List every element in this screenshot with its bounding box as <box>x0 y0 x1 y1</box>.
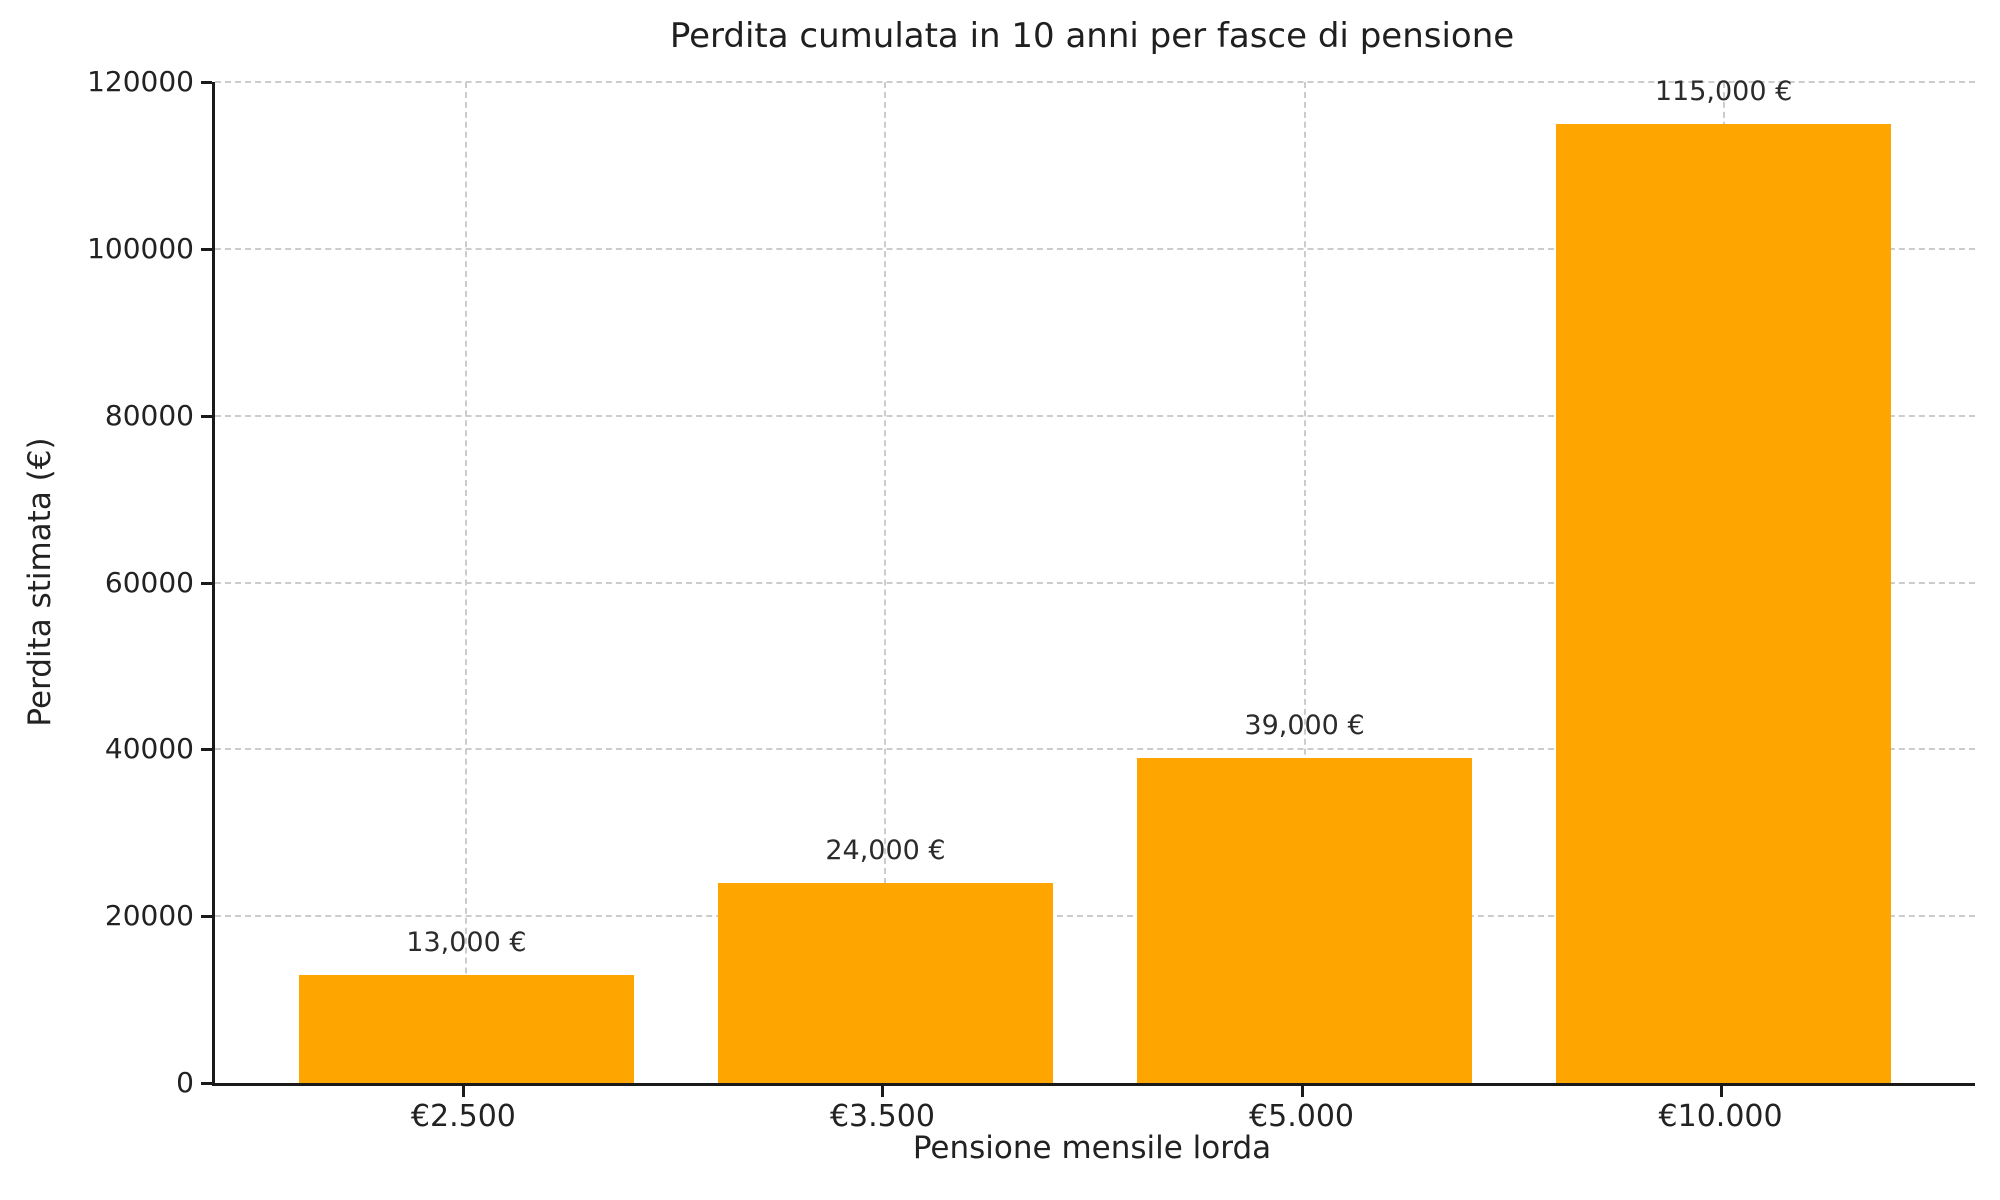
x-axis-label: Pensione mensile lorda <box>912 1130 1272 1166</box>
y-tick-mark <box>201 247 212 251</box>
y-tick-label: 60000 <box>104 565 194 599</box>
x-tick-label: €10.000 <box>1658 1099 1783 1134</box>
x-tick-mark <box>881 1086 885 1097</box>
x-tick-label: €3.500 <box>829 1099 935 1134</box>
bar-value-label: 115,000 € <box>1654 75 1793 107</box>
x-tick-label: €5.000 <box>1249 1099 1354 1134</box>
x-tick-mark <box>462 1086 466 1097</box>
y-tick-mark <box>201 748 212 752</box>
y-tick-label: 80000 <box>104 398 194 432</box>
x-tick-mark <box>1719 1086 1723 1097</box>
bar <box>717 882 1054 1083</box>
h-gridline <box>215 414 1975 417</box>
h-gridline <box>215 81 1975 83</box>
bar <box>1555 123 1892 1083</box>
y-tick-label: 20000 <box>104 899 194 933</box>
y-tick-mark <box>201 81 212 84</box>
h-gridline <box>215 915 1975 918</box>
h-gridline <box>215 581 1975 584</box>
y-tick-label: 40000 <box>104 732 194 766</box>
chart-title: Perdita cumulata in 10 anni per fasce di… <box>669 16 1515 56</box>
bar-value-label: 24,000 € <box>825 834 946 866</box>
bar-value-label: 13,000 € <box>406 926 527 958</box>
y-tick-mark <box>201 414 212 418</box>
x-tick-mark <box>1300 1086 1304 1097</box>
v-gridline <box>465 82 468 1083</box>
h-gridline <box>215 748 1975 751</box>
bar <box>1136 757 1473 1083</box>
y-tick-mark <box>201 1082 212 1085</box>
v-gridline <box>884 82 887 1083</box>
y-tick-mark <box>201 915 212 919</box>
bar <box>298 974 635 1083</box>
v-gridline <box>1303 82 1306 1083</box>
h-gridline <box>215 247 1975 250</box>
y-tick-label: 100000 <box>87 231 194 265</box>
x-tick-label: €2.500 <box>410 1099 516 1134</box>
y-tick-label: 0 <box>176 1066 194 1099</box>
y-tick-mark <box>201 581 212 585</box>
bar-value-label: 39,000 € <box>1244 709 1365 741</box>
plot-area: 13,000 € 24,000 € 39,000 € 115,000 € <box>212 76 1975 1086</box>
y-tick-label: 120000 <box>87 65 194 98</box>
